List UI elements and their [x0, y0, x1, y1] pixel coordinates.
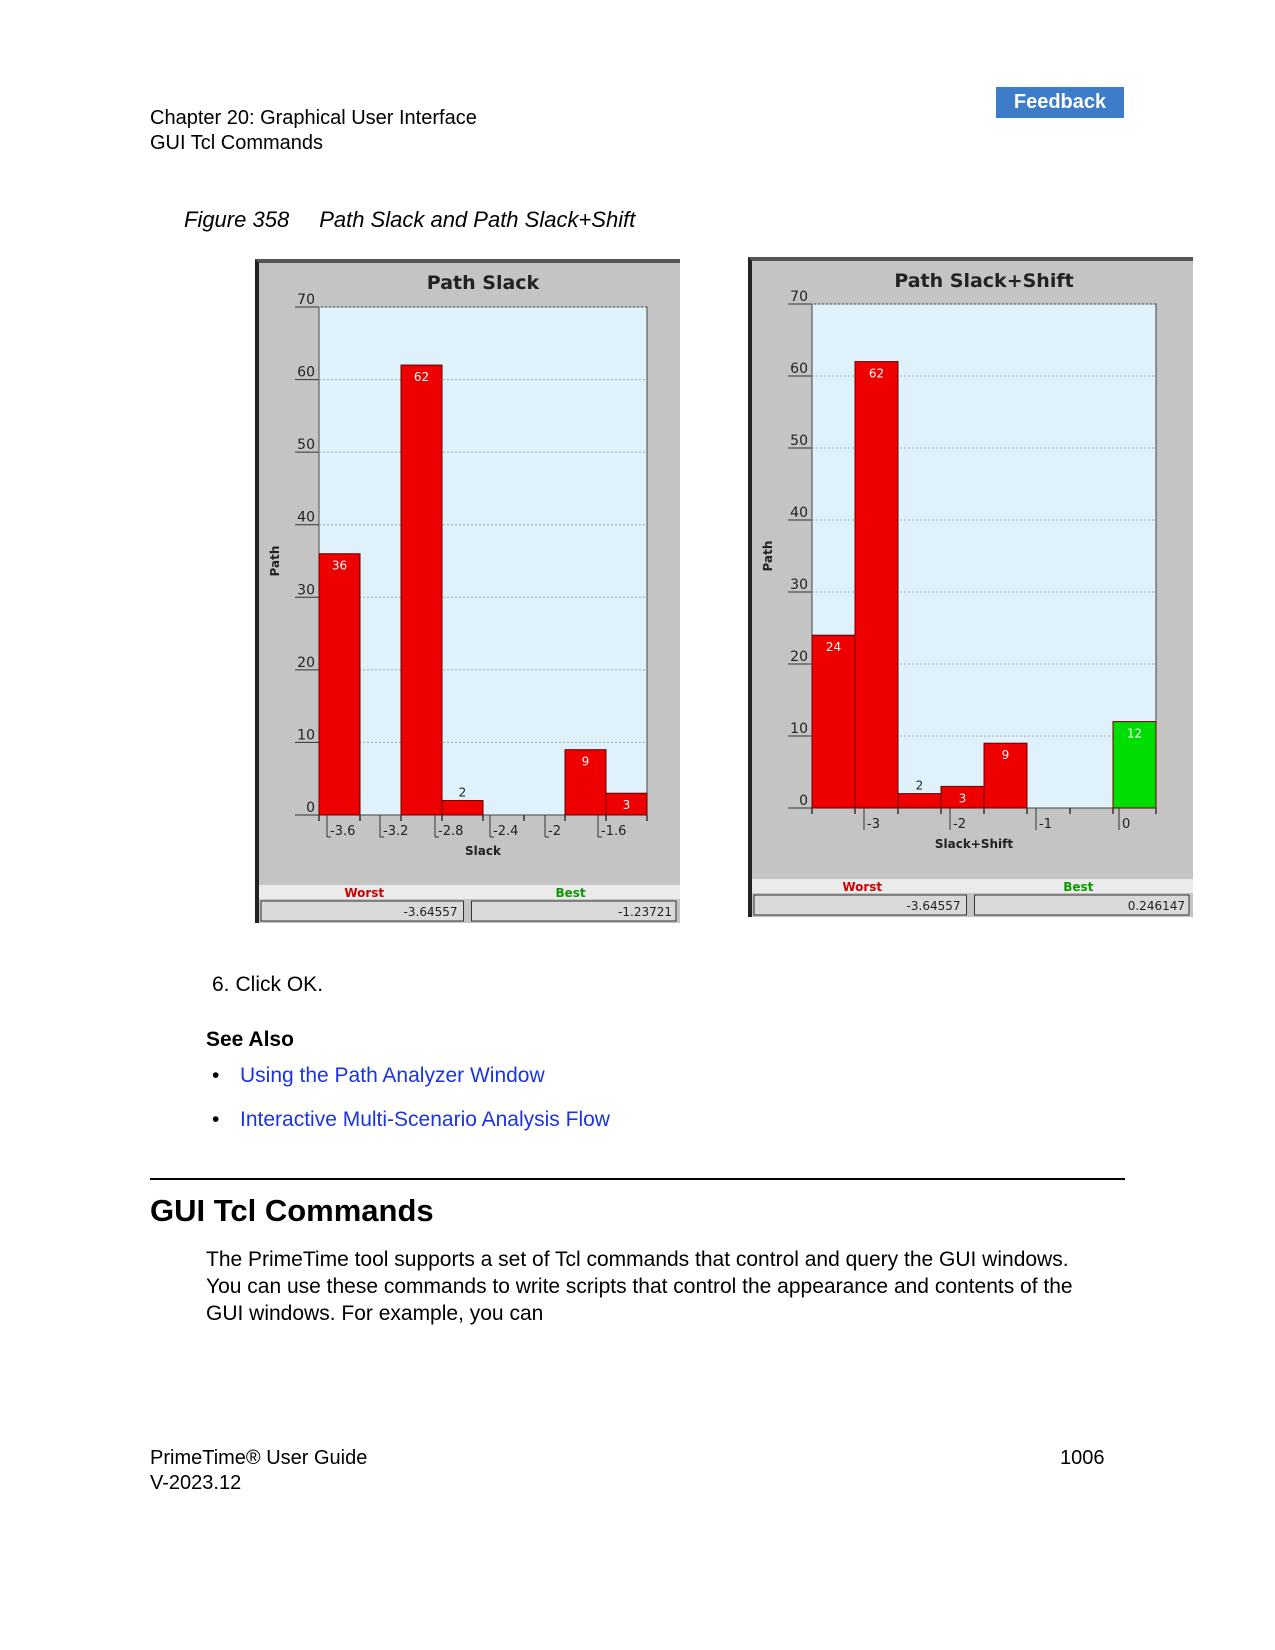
bar [1112, 721, 1157, 809]
bullet-icon: • [212, 1108, 220, 1131]
x-tick-label: -2 [548, 824, 561, 839]
bar [441, 799, 484, 816]
best-value: 0.246147 [1128, 899, 1185, 913]
x-axis-label: Slack [465, 844, 502, 858]
page-number: 1006 [1060, 1447, 1105, 1469]
footer-header-bar [752, 879, 1193, 893]
y-tick-label: 60 [790, 361, 808, 377]
best-value-box [974, 894, 1190, 916]
best-label: Best [1063, 880, 1093, 894]
bar-value-label: 9 [582, 755, 590, 769]
see-also-heading: See Also [206, 1028, 294, 1051]
bar-value-label: 3 [959, 791, 967, 805]
bar-value-label: 2 [459, 785, 467, 799]
best-value: -1.23721 [618, 905, 672, 919]
bar [400, 364, 443, 816]
y-tick-label: 40 [297, 510, 315, 526]
body-paragraph: The PrimeTime tool supports a set of Tcl… [206, 1248, 1073, 1325]
section-divider [150, 1178, 1125, 1180]
x-tick-label: -2.8 [438, 824, 463, 839]
bar-value-label: 3 [623, 798, 631, 812]
step-number: 6. [212, 973, 230, 996]
x-tick-label: -1 [1039, 817, 1052, 832]
figure-caption: Figure 358 Path Slack and Path Slack+Shif… [184, 207, 635, 233]
path-slack-chart-panel: Path Slack 0 10 20 30 40 50 60 70 Path 36 62 2 9 3 -3.6… [255, 259, 680, 923]
bar-value-label: 2 [916, 779, 924, 793]
y-axis-label: Path [761, 541, 775, 572]
bar-value-label: 62 [869, 367, 884, 381]
y-tick-label: 60 [297, 365, 315, 381]
x-tick-label: -3 [867, 817, 880, 832]
figure-caption-text: Path Slack and Path Slack+Shift [319, 207, 636, 232]
step-text: Click OK. [235, 973, 324, 996]
x-tick-label: -3.2 [383, 824, 408, 839]
path-slack-shift-chart: Path Slack+Shift010203040506070Path24622… [752, 270, 1193, 916]
y-tick-label: 0 [306, 800, 315, 816]
x-tick-label: -1.6 [601, 824, 626, 839]
feedback-button[interactable]: Feedback [996, 87, 1124, 118]
bullet-icon: • [212, 1064, 220, 1087]
bar [564, 749, 607, 816]
y-tick-label: 70 [790, 289, 808, 305]
y-tick-label: 0 [799, 793, 808, 809]
bar-value-label: 24 [826, 640, 841, 654]
worst-label: Worst [344, 886, 384, 900]
worst-value: -3.64557 [404, 905, 458, 919]
x-tick-label: 0 [1122, 817, 1130, 832]
bar [983, 742, 1028, 809]
y-tick-label: 10 [790, 721, 808, 737]
bar [897, 793, 942, 809]
worst-value: -3.64557 [907, 899, 961, 913]
see-also-item: • Using the Path Analyzer Window [212, 1064, 545, 1088]
bar-value-label: 12 [1127, 727, 1142, 741]
y-tick-label: 30 [790, 577, 808, 593]
y-tick-label: 10 [297, 727, 315, 743]
y-tick-label: 50 [297, 437, 315, 453]
chapter-title: Chapter 20: Graphical User Interface [150, 107, 477, 129]
worst-value-box [753, 894, 967, 916]
x-tick-label: -2 [953, 817, 966, 832]
chart-title: Path Slack [427, 272, 540, 294]
worst-value-box [260, 900, 464, 922]
bar-value-label: 62 [414, 370, 429, 384]
bar [854, 361, 899, 809]
chart-title: Path Slack+Shift [894, 270, 1073, 292]
bar-value-label: 9 [1002, 748, 1010, 762]
path-slack-chart: Path Slack 0 10 20 30 40 50 60 70 Path 36 62 2 9 3 -3.6… [259, 272, 680, 922]
footer-header-bar [259, 885, 680, 899]
see-also-item: • Interactive Multi-Scenario Analysis Flo… [212, 1108, 610, 1132]
y-tick-label: 20 [297, 655, 315, 671]
y-axis-label: Path [268, 546, 282, 577]
x-axis-label: Slack+Shift [935, 837, 1014, 851]
section-title: GUI Tcl Commands [150, 132, 324, 154]
path-slack-shift-chart-panel: Path Slack+Shift 0 10 20 30 40 50 60 70 Path 24 62 2… [748, 257, 1193, 917]
bar [811, 634, 856, 809]
x-tick-label: -2.4 [493, 824, 518, 839]
bar-value-label: 36 [332, 559, 347, 573]
x-tick-label: -3.6 [330, 824, 355, 839]
y-tick-label: 20 [790, 649, 808, 665]
y-tick-label: 30 [297, 582, 315, 598]
y-tick-label: 70 [297, 292, 315, 308]
link-path-analyzer-window[interactable]: Using the Path Analyzer Window [240, 1064, 545, 1087]
figure-number: Figure 358 [184, 207, 290, 232]
step-item: 6. Click OK. [212, 973, 323, 997]
plot-area [318, 306, 648, 816]
best-label: Best [555, 886, 585, 900]
bar [605, 792, 648, 816]
y-tick-label: 40 [790, 505, 808, 521]
link-multi-scenario-analysis-flow[interactable]: Interactive Multi-Scenario Analysis Flow [240, 1108, 610, 1131]
section-heading: GUI Tcl Commands [150, 1193, 434, 1228]
bar [318, 553, 361, 816]
footer-version: V-2023.12 [150, 1472, 242, 1494]
best-value-box [471, 900, 677, 922]
footer-product: PrimeTime® User Guide [150, 1447, 368, 1469]
worst-label: Worst [842, 880, 882, 894]
y-tick-label: 50 [790, 433, 808, 449]
